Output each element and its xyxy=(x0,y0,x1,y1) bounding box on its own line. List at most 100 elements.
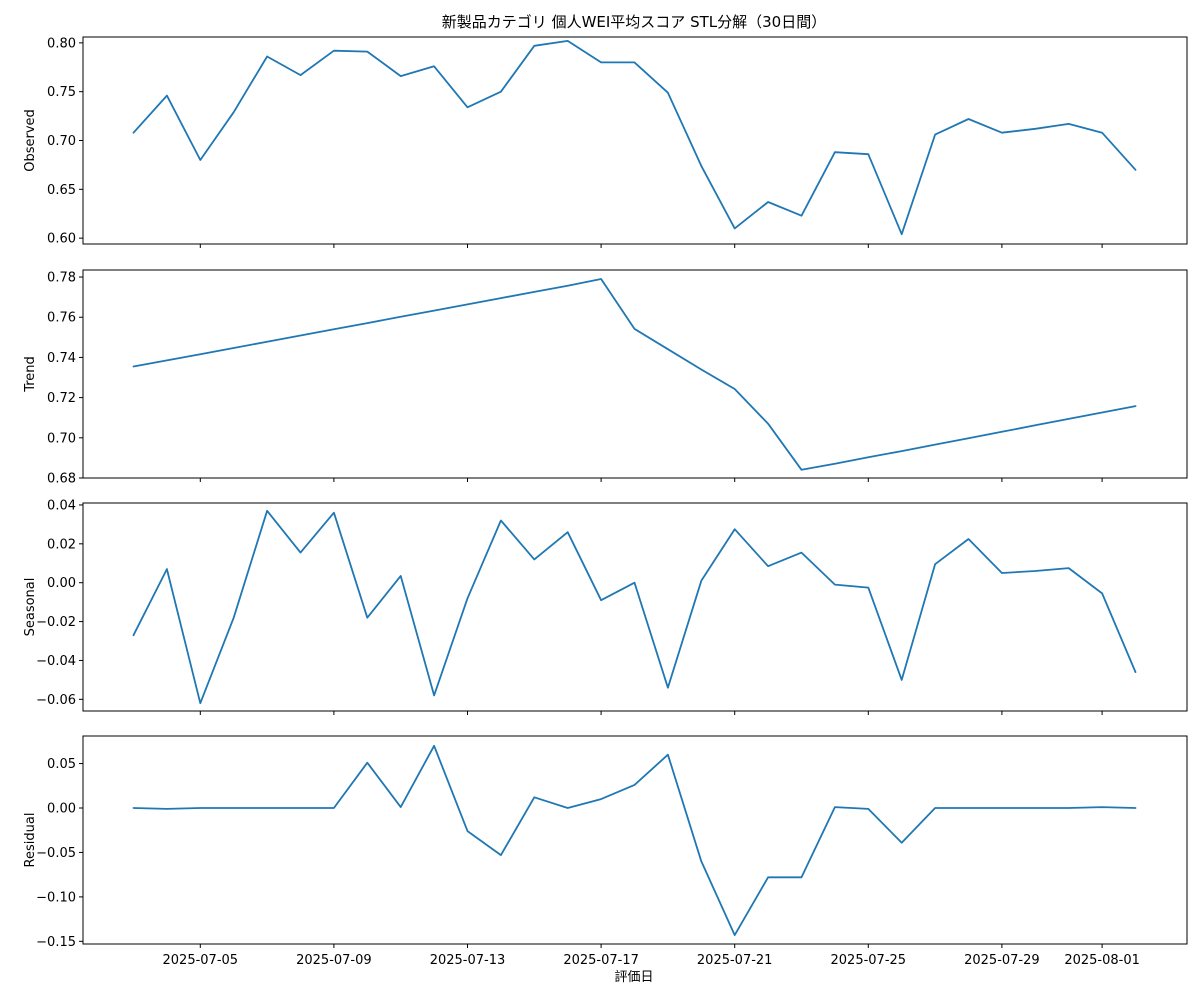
data-point xyxy=(867,808,869,810)
y-tick-label: −0.10 xyxy=(36,890,76,905)
data-point xyxy=(500,91,502,93)
data-point xyxy=(1034,424,1036,426)
data-point xyxy=(834,583,836,585)
data-point xyxy=(1101,132,1103,134)
y-tick-label: 0.75 xyxy=(47,85,76,100)
data-point xyxy=(1134,807,1136,809)
panel-observed: 0.60 0.65 0.70 0.75 0.80 Observed xyxy=(23,36,1188,248)
data-point xyxy=(1134,671,1136,673)
data-point xyxy=(734,528,736,530)
data-point xyxy=(800,876,802,878)
data-point xyxy=(166,808,168,810)
data-point xyxy=(166,568,168,570)
data-point xyxy=(1134,405,1136,407)
data-point xyxy=(667,92,669,94)
data-point xyxy=(967,538,969,540)
data-point xyxy=(1001,132,1003,134)
data-point xyxy=(299,334,301,336)
chart-title: 新製品カテゴリ 個人WEI平均スコア STL分解（30日間） xyxy=(442,13,826,31)
data-point xyxy=(1068,123,1070,125)
y-tick-label: −0.06 xyxy=(36,693,76,708)
data-point xyxy=(667,348,669,350)
data-point xyxy=(166,359,168,361)
data-point xyxy=(366,50,368,52)
data-point xyxy=(233,807,235,809)
data-point xyxy=(600,61,602,63)
data-point xyxy=(199,159,201,161)
data-point xyxy=(834,806,836,808)
y-tick-label: −0.02 xyxy=(36,615,76,630)
data-point xyxy=(233,347,235,349)
data-point xyxy=(967,118,969,120)
data-point xyxy=(767,201,769,203)
data-point xyxy=(333,328,335,330)
data-point xyxy=(299,807,301,809)
x-tick-label: 2025-07-05 xyxy=(163,953,239,968)
data-point xyxy=(633,582,635,584)
data-point xyxy=(199,353,201,355)
data-point xyxy=(266,55,268,57)
y-tick-label: −0.04 xyxy=(36,654,76,669)
data-point xyxy=(266,510,268,512)
data-point xyxy=(533,45,535,47)
data-point xyxy=(199,807,201,809)
panel-frame xyxy=(82,502,1188,712)
data-point xyxy=(466,303,468,305)
y-tick-label: 0.02 xyxy=(47,537,76,552)
data-point xyxy=(901,450,903,452)
panel-frame xyxy=(82,735,1188,945)
data-point xyxy=(934,563,936,565)
x-tick-label: 2025-07-21 xyxy=(697,953,773,968)
data-point xyxy=(500,854,502,856)
data-point xyxy=(1101,411,1103,413)
y-tick-label: −0.15 xyxy=(36,935,76,950)
y-tick-label: 0.00 xyxy=(47,576,76,591)
y-tick-label: −0.05 xyxy=(36,846,76,861)
data-point xyxy=(734,388,736,390)
data-point xyxy=(132,807,134,809)
data-point xyxy=(466,106,468,108)
data-point xyxy=(266,807,268,809)
data-point xyxy=(1134,169,1136,171)
y-tick-label: 0.80 xyxy=(47,36,76,51)
data-point xyxy=(233,617,235,619)
y-axis-label: Trend xyxy=(23,356,38,393)
data-point xyxy=(533,796,535,798)
data-point xyxy=(767,423,769,425)
data-point xyxy=(633,784,635,786)
x-tick-label: 2025-07-25 xyxy=(831,953,907,968)
y-tick-label: 0.65 xyxy=(47,183,76,198)
data-point xyxy=(433,65,435,67)
series-line-observed xyxy=(132,40,1137,236)
y-tick-label: 0.60 xyxy=(47,232,76,247)
y-tick-label: 0.74 xyxy=(47,351,76,366)
data-point xyxy=(901,842,903,844)
panel-frame xyxy=(82,269,1188,479)
data-point xyxy=(967,807,969,809)
data-point xyxy=(667,754,669,756)
data-point xyxy=(1001,572,1003,574)
data-point xyxy=(400,806,402,808)
y-tick-label: 0.68 xyxy=(47,472,76,487)
y-tick-label: 0.78 xyxy=(47,271,76,286)
series-line-seasonal xyxy=(132,509,1137,705)
data-point xyxy=(734,934,736,936)
data-point xyxy=(901,679,903,681)
data-point xyxy=(299,74,301,76)
data-point xyxy=(266,341,268,343)
data-point xyxy=(633,328,635,330)
data-point xyxy=(500,519,502,521)
data-point xyxy=(734,227,736,229)
x-tick-label: 2025-07-09 xyxy=(296,953,372,968)
y-tick-label: 0.00 xyxy=(47,802,76,817)
data-point xyxy=(400,575,402,577)
data-point xyxy=(433,309,435,311)
data-point xyxy=(767,876,769,878)
data-point xyxy=(700,165,702,167)
data-point xyxy=(366,617,368,619)
data-point xyxy=(533,291,535,293)
y-tick-label: 0.70 xyxy=(47,431,76,446)
